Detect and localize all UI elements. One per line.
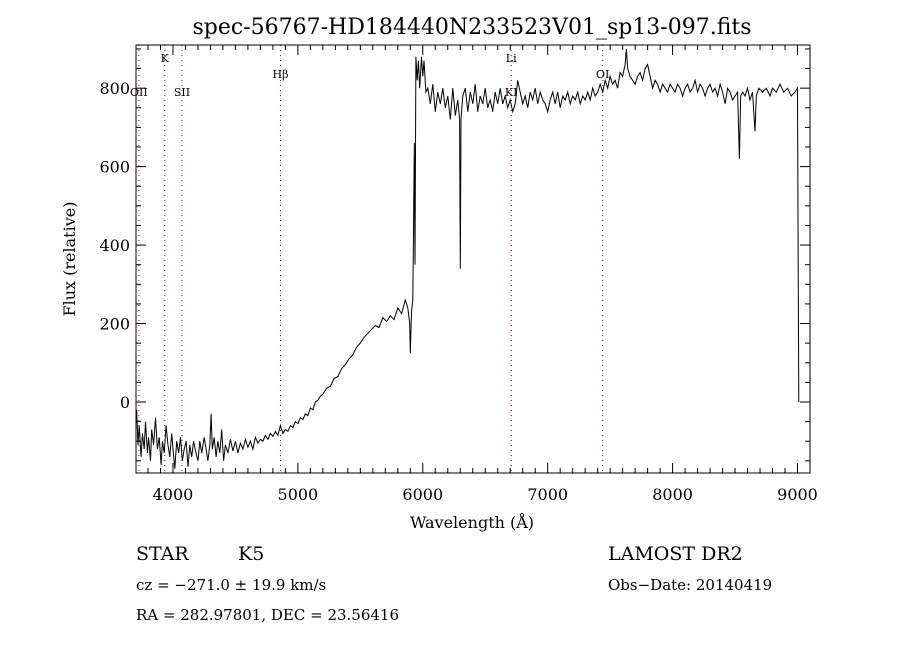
spectral-line-label: OI: [596, 68, 609, 81]
spectral-line-label: KI: [505, 86, 518, 99]
spectral-line-label: OII: [130, 86, 148, 99]
y-tick-label: 800: [99, 79, 130, 98]
x-tick-label: 7000: [527, 485, 568, 504]
x-tick-label: 4000: [153, 485, 194, 504]
chart-title: spec-56767-HD184440N233523V01_sp13-097.f…: [192, 15, 751, 40]
x-axis-label: Wavelength (Å): [410, 512, 534, 532]
y-tick-label: 200: [99, 315, 130, 334]
object-class: STAR: [136, 543, 189, 565]
x-tick-label: 5000: [278, 485, 319, 504]
spectrum-line: [136, 48, 800, 469]
y-tick-label: 600: [99, 158, 130, 177]
x-tick-label: 9000: [777, 485, 818, 504]
plot-frame: [135, 44, 811, 474]
coordinates: RA = 282.97801, DEC = 23.56416: [136, 606, 399, 624]
survey-name: LAMOST DR2: [608, 543, 743, 565]
redshift-cz: cz = −271.0 ± 19.9 km/s: [136, 576, 326, 594]
axes: 4000 5000 6000 7000 8000 9000 0 200 400 600 800: [99, 44, 818, 504]
spectral-line-label: K: [161, 52, 170, 65]
spectral-line-label: Li: [506, 52, 517, 65]
spectral-line-label: SII: [174, 86, 190, 99]
spectral-line-label: Hβ: [273, 68, 289, 81]
y-tick-label: 400: [99, 236, 130, 255]
y-tick-label: 0: [120, 393, 130, 412]
spectral-line-markers: OII K SII Hβ Li KI OI: [130, 45, 609, 473]
x-tick-label: 8000: [652, 485, 693, 504]
x-tick-label: 6000: [402, 485, 443, 504]
y-axis-label: Flux (relative): [60, 202, 79, 317]
object-subclass: K5: [238, 543, 264, 565]
observation-date: Obs−Date: 20140419: [608, 576, 772, 594]
